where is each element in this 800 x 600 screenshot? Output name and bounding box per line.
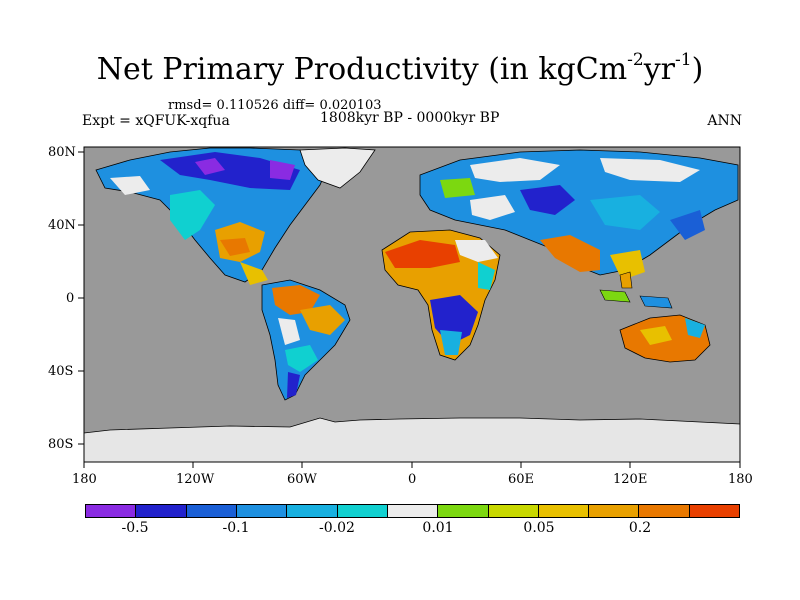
title-exp-2: -1 (675, 50, 692, 70)
title-text: Net Primary Productivity (in kgCm (96, 52, 628, 87)
title-unit-yr: yr (643, 52, 676, 87)
colorbar-swatch (639, 505, 690, 517)
x-tick-label: 120E (613, 472, 648, 487)
colorbar-swatch (689, 505, 740, 517)
africa (381, 229, 501, 361)
colorbar-swatch (337, 505, 388, 517)
x-tick-label: 180 (72, 472, 97, 487)
experiment-label: Expt = xQFUK-xqfua (82, 113, 230, 129)
title-close: ) (691, 52, 704, 87)
chart-title: Net Primary Productivity (in kgCm-2yr-1) (0, 52, 800, 88)
colorbar-swatch (488, 505, 539, 517)
colorbar-swatch (236, 505, 288, 517)
title-exp-1: -2 (627, 50, 644, 70)
period-label: 1808kyr BP - 0000kyr BP (320, 110, 500, 126)
colorbar-label: -0.1 (222, 520, 250, 536)
x-tick-label: 120W (176, 472, 215, 487)
colorbar-label: 0.2 (628, 520, 652, 536)
south-america (261, 279, 351, 401)
colorbar-label: 0.01 (422, 520, 454, 536)
y-tick-label: 40S (48, 364, 74, 379)
eurasia (419, 149, 739, 280)
se-asia-islands (599, 271, 673, 309)
x-tick-label: 0 (408, 472, 417, 487)
colorbar (85, 504, 740, 518)
colorbar-swatch (86, 505, 137, 517)
colorbar-label: -0.02 (319, 520, 355, 536)
y-tick-marks (78, 151, 84, 445)
stats-text: rmsd= 0.110526 diff= 0.020103 (168, 98, 382, 113)
colorbar-swatch (589, 505, 640, 517)
colorbar-swatch (186, 505, 237, 517)
colorbar-swatch (287, 505, 338, 517)
australia (619, 314, 711, 363)
y-tick-label: 80N (48, 145, 76, 160)
x-tick-marks (83, 462, 741, 468)
north-america (95, 147, 376, 285)
colorbar-swatch (387, 505, 439, 517)
y-tick-label: 40N (48, 218, 76, 233)
y-tick-label: 80S (48, 437, 74, 452)
x-tick-label: 180 (728, 472, 753, 487)
colorbar-label: -0.5 (121, 520, 149, 536)
colorbar-swatch (136, 505, 187, 517)
colorbar-label: 0.05 (523, 520, 555, 536)
x-tick-label: 60E (508, 472, 535, 487)
colorbar-swatch (438, 505, 489, 517)
colorbar-swatch (538, 505, 590, 517)
season-label: ANN (707, 113, 742, 129)
x-tick-label: 60W (287, 472, 317, 487)
y-tick-label: 0 (66, 291, 75, 306)
